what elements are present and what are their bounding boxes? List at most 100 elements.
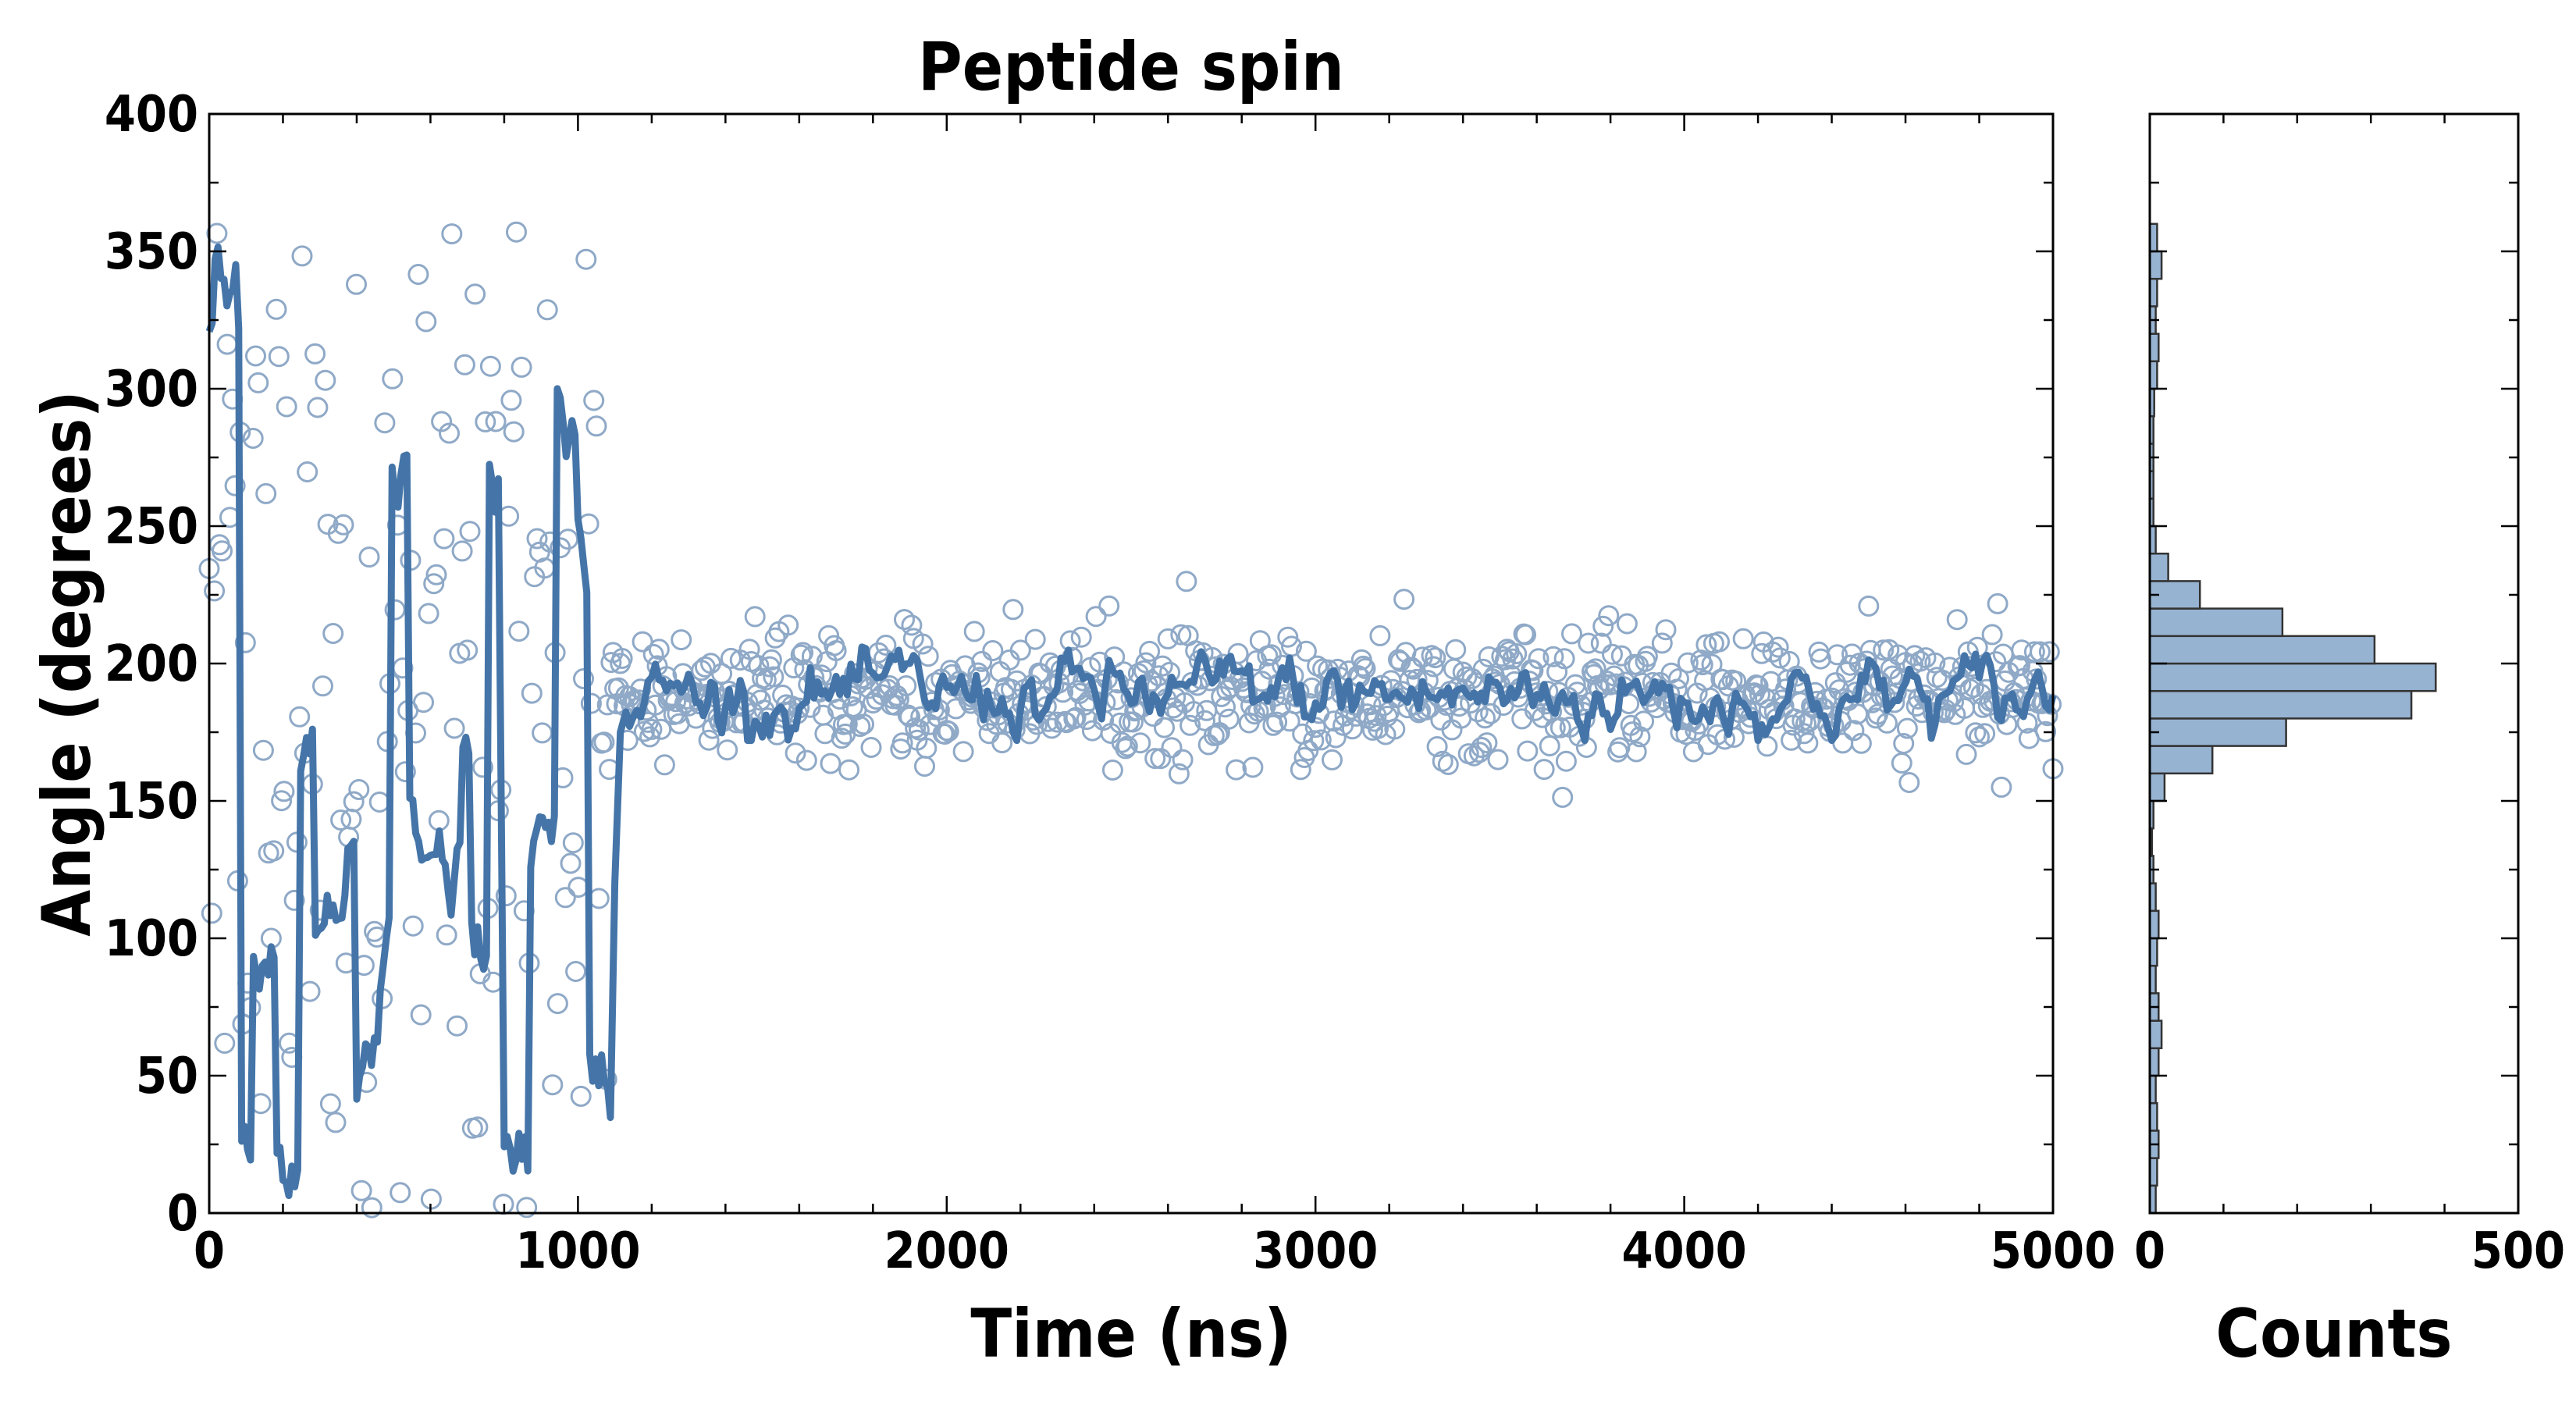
scatter-point bbox=[506, 221, 527, 243]
scatter-point bbox=[312, 675, 333, 697]
scatter-point bbox=[560, 852, 582, 874]
scatter-point bbox=[1266, 711, 1288, 733]
scatter-point bbox=[1590, 632, 1612, 654]
scatter-point bbox=[1677, 652, 1699, 674]
scatter-point bbox=[472, 756, 493, 778]
scatter-point bbox=[1553, 648, 1575, 670]
scatter-point bbox=[1168, 763, 1190, 785]
scatter-point bbox=[760, 649, 782, 671]
scatter-point bbox=[575, 248, 597, 270]
scatter-point bbox=[1261, 644, 1282, 666]
scatter-point bbox=[1176, 571, 1197, 592]
scatter-point bbox=[1085, 606, 1107, 628]
scatter-point bbox=[565, 961, 587, 982]
scatter-point bbox=[841, 696, 863, 717]
scatter-point bbox=[912, 633, 934, 655]
histogram-bar bbox=[2148, 1047, 2160, 1077]
scatter-point bbox=[1151, 655, 1173, 677]
scatter-point bbox=[1981, 624, 2003, 646]
scatter-point bbox=[982, 640, 1004, 661]
scatter-point bbox=[546, 993, 568, 1015]
scatter-point bbox=[384, 599, 406, 621]
scatter-point bbox=[1582, 660, 1603, 682]
scatter-point bbox=[1904, 645, 1926, 667]
scatter-point bbox=[568, 877, 589, 898]
scatter-point bbox=[783, 657, 805, 679]
scatter-point bbox=[585, 415, 607, 437]
scatter-point bbox=[795, 749, 817, 771]
scatter-point bbox=[224, 475, 246, 496]
hist-x-tick-label: 500 bbox=[2471, 1222, 2565, 1280]
scatter-point bbox=[1781, 729, 1802, 751]
scatter-point bbox=[204, 580, 226, 602]
scatter-point bbox=[744, 606, 766, 628]
scatter-point bbox=[234, 632, 256, 653]
scatter-point bbox=[1965, 722, 1987, 744]
scatter-point bbox=[1791, 710, 1813, 731]
scatter-point bbox=[917, 646, 939, 667]
scatter-point bbox=[526, 528, 548, 550]
y-tick-label: 300 bbox=[105, 361, 198, 418]
scatter-point bbox=[1130, 732, 1151, 754]
x-tick-label: 4000 bbox=[1621, 1222, 1746, 1280]
scatter-point bbox=[1974, 723, 1996, 745]
scatter-point bbox=[971, 650, 993, 672]
scatter-point bbox=[1629, 726, 1651, 748]
histogram-bar bbox=[2148, 1019, 2163, 1050]
scatter-point bbox=[428, 809, 450, 831]
scatter-point bbox=[503, 421, 525, 443]
scatter-point bbox=[536, 299, 558, 321]
scatter-point bbox=[214, 1032, 236, 1054]
scatter-point bbox=[1896, 717, 1918, 739]
scatter-point bbox=[2023, 641, 2045, 663]
histogram-bar bbox=[2148, 772, 2166, 802]
scatter-point bbox=[276, 396, 297, 418]
histogram-plot: 0 500 Counts bbox=[2134, 112, 2565, 1373]
scatter-point bbox=[698, 729, 720, 751]
scatter-point bbox=[1762, 641, 1784, 663]
scatter-point bbox=[639, 726, 660, 748]
scatter-point bbox=[1425, 647, 1446, 669]
scatter-point bbox=[1686, 682, 1708, 704]
y-axis-label: Angle (degrees) bbox=[28, 390, 106, 936]
scatter-point bbox=[2035, 721, 2057, 742]
scatter-point bbox=[1179, 714, 1201, 736]
scatter-point bbox=[1277, 626, 1299, 648]
scatter-point bbox=[330, 809, 352, 831]
scatter-point bbox=[1070, 626, 1092, 648]
scatter-point bbox=[1487, 749, 1509, 770]
chart-title: Peptide spin bbox=[918, 28, 1344, 106]
scatter-point bbox=[511, 356, 532, 378]
histogram-bar bbox=[2148, 552, 2169, 582]
scatter-point bbox=[358, 546, 380, 568]
scatter-point bbox=[573, 668, 594, 689]
y-tick-label: 400 bbox=[105, 86, 198, 144]
scatter-point bbox=[1170, 624, 1192, 646]
scatter-point bbox=[1888, 644, 1909, 666]
y-tick-label: 150 bbox=[105, 773, 198, 831]
scatter-point bbox=[418, 603, 439, 624]
scatter-point bbox=[1215, 696, 1236, 718]
scatter-point bbox=[402, 915, 424, 937]
scatter-point bbox=[1893, 733, 1915, 754]
scatter-point bbox=[297, 461, 318, 482]
scatter-point bbox=[1135, 652, 1157, 674]
scatter-point bbox=[641, 718, 663, 740]
scatter-point bbox=[291, 245, 313, 267]
scatter-point bbox=[348, 779, 370, 800]
x-tick-label: 0 bbox=[194, 1222, 225, 1280]
scatter-point bbox=[1655, 619, 1677, 641]
scatter-point bbox=[1369, 624, 1391, 646]
scatter-point bbox=[749, 689, 771, 711]
x-tick-label: 1000 bbox=[515, 1222, 640, 1280]
main-plot: 0 1000 2000 3000 4000 5000 0 50 100 150 200 250 300 3… bbox=[28, 28, 2115, 1373]
scatter-point bbox=[1471, 737, 1493, 758]
scatter-point bbox=[619, 685, 640, 707]
scatter-point bbox=[268, 346, 290, 368]
scatter-point bbox=[720, 647, 742, 669]
scatter-point bbox=[952, 741, 974, 763]
scatter-point bbox=[1636, 646, 1658, 667]
scatter-point bbox=[1122, 711, 1144, 733]
scatter-point bbox=[1598, 605, 1620, 627]
scatter-point bbox=[433, 528, 455, 550]
